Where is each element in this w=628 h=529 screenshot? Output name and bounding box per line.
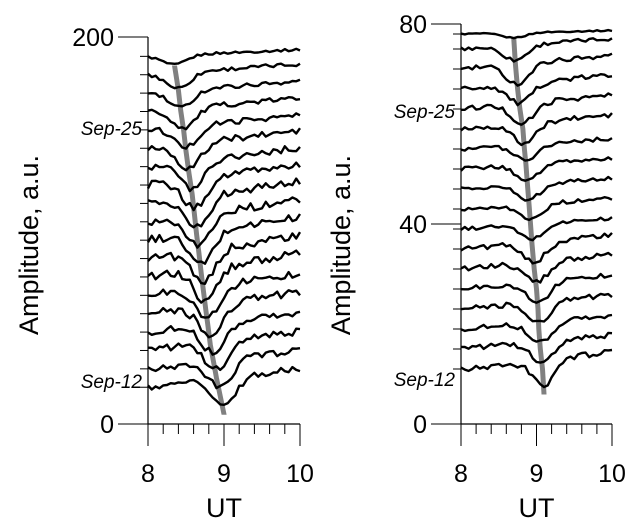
amplitude-trace	[460, 175, 613, 202]
amplitude-trace	[460, 136, 613, 162]
x-axis-title: UT	[206, 493, 242, 523]
amplitude-trace	[460, 251, 613, 284]
x-tick-label: 8	[141, 460, 155, 488]
x-tick-label: 9	[530, 460, 544, 488]
date-annotation: Sep-25	[81, 119, 143, 140]
y-tick-label: 200	[72, 24, 114, 52]
amplitude-trace	[460, 216, 613, 242]
amplitude-trace	[147, 249, 301, 304]
amplitude-trace	[147, 112, 301, 150]
x-axis-title: UT	[519, 493, 555, 523]
x-tick-label: 9	[217, 460, 231, 488]
amplitude-trace	[460, 196, 613, 222]
amplitude-trace	[147, 231, 302, 285]
right-panel: 8 9 10 0 40 80 Amplitude, a.u. UT Sep-25 Sep-12	[326, 11, 626, 523]
y-tick-label: 0	[100, 411, 114, 439]
amplitude-trace	[460, 348, 613, 389]
x-tick-label: 8	[454, 460, 468, 488]
amplitude-trace	[147, 289, 301, 339]
amplitude-trace	[147, 96, 301, 131]
amplitude-trace	[460, 37, 613, 63]
amplitude-trace	[147, 196, 301, 249]
amplitude-trace	[460, 292, 613, 323]
amplitude-trace	[147, 347, 301, 390]
y-tick-label: 0	[413, 411, 427, 439]
amplitude-trace	[147, 327, 301, 372]
date-annotation: Sep-25	[394, 102, 456, 123]
amplitude-trace	[146, 213, 301, 265]
amplitude-trace	[147, 47, 301, 65]
amplitude-trace	[460, 73, 613, 107]
amplitude-trace	[147, 310, 301, 356]
y-axis-title: Amplitude, a.u.	[14, 155, 44, 335]
amplitude-trace	[147, 62, 301, 90]
y-tick-label: 80	[399, 11, 427, 39]
minimum-track-band	[511, 38, 547, 395]
left-panel: 8 9 10 0 200 Amplitude, a.u. UT Sep-25 Sep-12	[14, 24, 314, 523]
date-annotation: Sep-12	[81, 372, 143, 393]
amplitude-trace	[460, 156, 613, 182]
amplitude-trace	[147, 127, 301, 172]
y-tick-label: 40	[399, 211, 427, 239]
amplitude-trace	[460, 313, 613, 343]
amplitude-trace	[461, 92, 613, 126]
amplitude-trace	[460, 232, 613, 265]
y-axis-title: Amplitude, a.u.	[326, 155, 356, 335]
amplitude-trace	[147, 78, 301, 108]
amplitude-trace	[147, 145, 301, 193]
amplitude-trace	[147, 270, 301, 319]
amplitude-trace	[460, 28, 613, 40]
amplitude-trace	[147, 177, 301, 229]
minimum-track-band	[172, 65, 227, 415]
amplitude-trace	[460, 112, 613, 147]
amplitude-trace	[460, 272, 613, 304]
x-tick-label: 10	[286, 460, 314, 488]
amplitude-trace	[146, 161, 301, 212]
amplitude-trace	[460, 331, 613, 364]
amplitude-trace	[147, 365, 301, 406]
x-tick-label: 10	[598, 460, 626, 488]
amplitude-trace	[460, 52, 613, 87]
date-annotation: Sep-12	[394, 370, 456, 391]
